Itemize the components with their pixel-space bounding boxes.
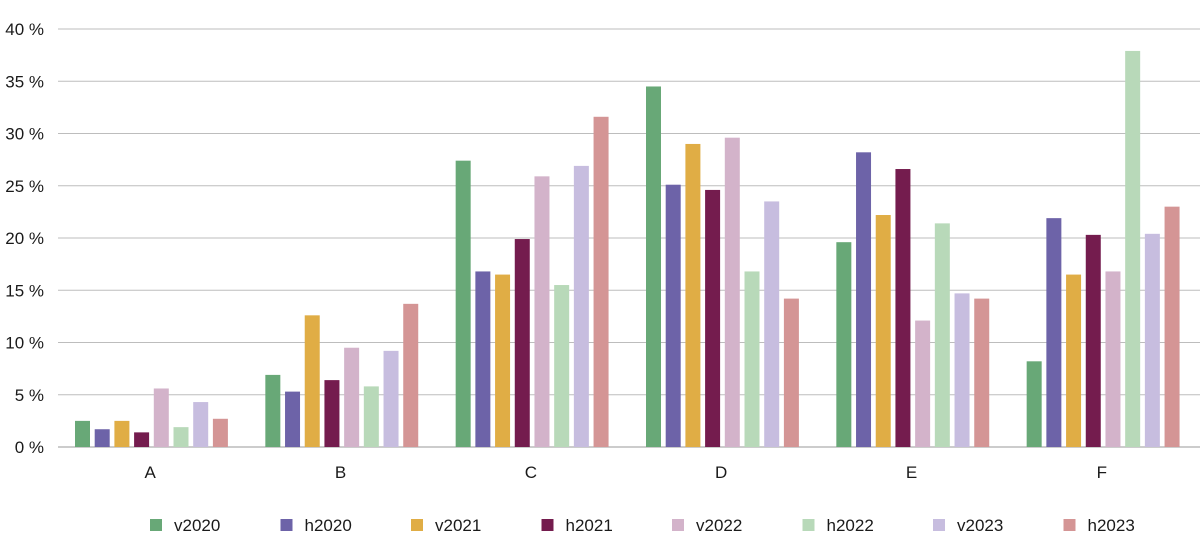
legend-swatch <box>150 519 162 531</box>
bar-h2022-D <box>744 271 760 447</box>
legend-swatch <box>411 519 423 531</box>
bar-v2021-E <box>875 215 891 447</box>
bar-h2022-E <box>934 223 950 447</box>
bar-h2023-C <box>593 116 609 447</box>
bar-h2023-D <box>783 298 799 447</box>
x-category-label: E <box>906 463 917 482</box>
x-category-label: F <box>1097 463 1107 482</box>
bar-h2021-C <box>514 239 530 447</box>
bar-v2022-F <box>1105 271 1121 447</box>
y-tick-label: 25 % <box>5 177 44 196</box>
y-tick-label: 35 % <box>5 72 44 91</box>
legend-label: h2020 <box>305 516 352 535</box>
y-tick-label: 10 % <box>5 334 44 353</box>
x-category-label: B <box>335 463 346 482</box>
bar-h2020-C <box>475 271 491 447</box>
y-tick-label: 40 % <box>5 20 44 39</box>
legend-item-h2020: h2020 <box>280 516 352 535</box>
legend-label: h2023 <box>1088 516 1135 535</box>
legend-item-h2023: h2023 <box>1063 516 1135 535</box>
y-tick-label: 20 % <box>5 229 44 248</box>
bar-h2022-A <box>173 427 189 447</box>
bar-h2021-B <box>324 380 340 447</box>
x-axis-category-labels: A B C D E F <box>144 463 1107 482</box>
legend-item-v2022: v2022 <box>672 516 742 535</box>
legend-label: v2023 <box>957 516 1003 535</box>
legend-item-v2020: v2020 <box>150 516 220 535</box>
bar-v2023-F <box>1144 233 1160 447</box>
legend-label: v2020 <box>174 516 220 535</box>
bar-v2021-D <box>685 143 701 447</box>
legend-item-v2023: v2023 <box>933 516 1003 535</box>
bar-h2020-D <box>665 184 681 447</box>
x-category-label: C <box>525 463 537 482</box>
bar-v2022-D <box>724 137 740 447</box>
bar-v2020-B <box>265 374 281 447</box>
bar-v2020-E <box>836 242 852 447</box>
bar-h2022-C <box>554 285 570 447</box>
bar-v2020-F <box>1026 361 1042 447</box>
bar-h2021-D <box>705 189 721 447</box>
bar-v2022-A <box>153 388 169 447</box>
y-axis-tick-labels: 0 % 5 % 10 % 15 % 20 % 25 % 30 % 35 % 40 % <box>5 20 44 457</box>
legend-swatch <box>541 519 554 531</box>
gridlines <box>58 28 1200 448</box>
bar-v2022-E <box>915 320 931 447</box>
bar-h2023-A <box>212 418 228 447</box>
bar-v2023-B <box>383 350 399 447</box>
bar-v2021-A <box>114 420 130 447</box>
bar-h2020-F <box>1046 218 1062 447</box>
x-category-label: D <box>715 463 727 482</box>
bar-v2023-D <box>764 201 780 447</box>
legend-label: h2021 <box>566 516 613 535</box>
bar-h2020-A <box>94 429 110 447</box>
legend-swatch <box>802 519 815 531</box>
bar-h2022-B <box>363 386 379 447</box>
bar-v2022-B <box>344 347 360 447</box>
legend-item-h2022: h2022 <box>802 516 874 535</box>
bar-h2021-A <box>134 432 150 447</box>
bar-h2021-E <box>895 169 911 447</box>
legend-swatch <box>1063 519 1076 531</box>
legend-swatch <box>672 519 684 531</box>
y-tick-label: 15 % <box>5 281 44 300</box>
legend-label: v2021 <box>435 516 481 535</box>
bar-v2023-E <box>954 293 970 447</box>
y-tick-label: 5 % <box>15 386 44 405</box>
y-tick-label: 0 % <box>15 438 44 457</box>
bar-h2023-F <box>1164 206 1180 447</box>
bar-v2023-A <box>193 402 209 447</box>
bar-v2021-F <box>1066 274 1082 447</box>
bar-v2020-C <box>455 160 471 448</box>
bar-v2021-B <box>304 315 320 447</box>
legend-label: v2022 <box>696 516 742 535</box>
bar-v2021-C <box>495 274 511 447</box>
bar-v2020-A <box>75 420 90 447</box>
bar-v2023-C <box>573 165 589 447</box>
bar-h2023-B <box>403 303 419 447</box>
legend-swatch <box>280 519 293 531</box>
legend-swatch <box>933 519 945 531</box>
x-category-label: A <box>144 463 156 482</box>
bar-h2021-F <box>1085 234 1101 447</box>
bar-h2022-F <box>1125 50 1141 447</box>
bar-h2023-E <box>974 298 990 447</box>
legend-label: h2022 <box>827 516 874 535</box>
legend-item-v2021: v2021 <box>411 516 481 535</box>
y-tick-label: 30 % <box>5 125 44 144</box>
bar-h2020-B <box>285 391 301 447</box>
bar-h2020-E <box>856 152 872 447</box>
legend-item-h2021: h2021 <box>541 516 613 535</box>
legend: v2020 h2020 v2021 h2021 v2022 h2022 v2023 h2023 <box>150 516 1135 535</box>
bars <box>75 50 1180 448</box>
bar-v2022-C <box>534 176 550 447</box>
bar-v2020-D <box>646 86 661 447</box>
